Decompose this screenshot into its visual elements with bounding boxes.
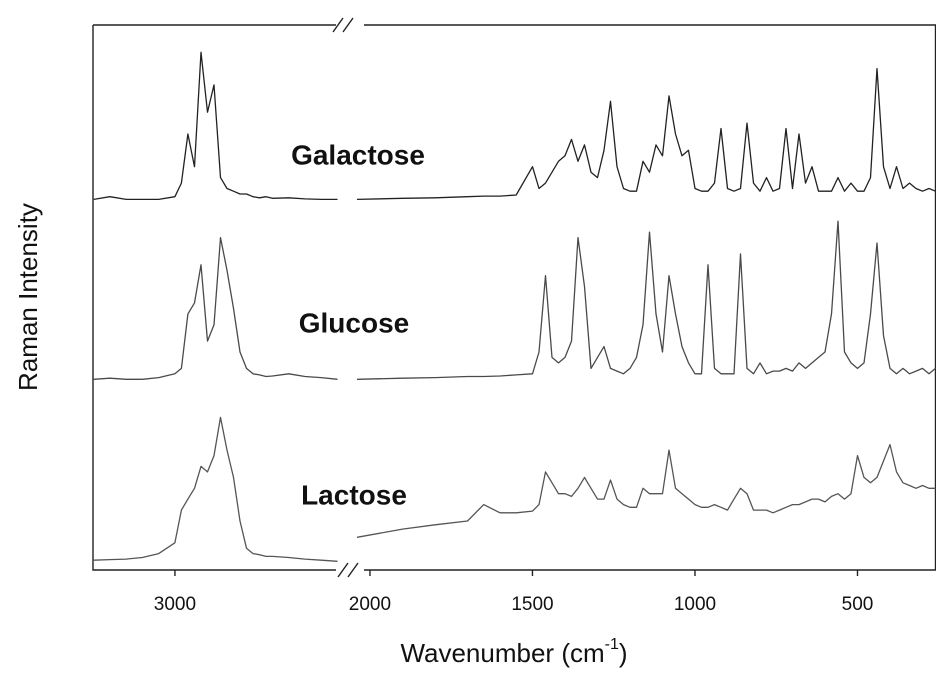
axis-break xyxy=(332,17,359,578)
spectrum-line xyxy=(93,51,936,201)
spectrum-line xyxy=(93,416,936,562)
x-tick-label: 1500 xyxy=(511,594,553,615)
series-label: Lactose xyxy=(301,479,407,510)
series-label: Glucose xyxy=(299,307,409,338)
x-axis-label-sup: -1 xyxy=(605,636,619,653)
x-tick-label: 3000 xyxy=(154,594,196,615)
plot-frame xyxy=(92,24,936,571)
spectrum-line xyxy=(93,220,936,380)
x-tick-label: 2000 xyxy=(349,594,391,615)
x-tick-label: 500 xyxy=(842,594,874,615)
x-axis-label-text: Wavenumber (cm xyxy=(400,638,604,668)
x-axis-label-end: ) xyxy=(619,638,628,668)
x-axis-label: Wavenumber (cm-1) xyxy=(400,636,627,668)
y-axis-label: Raman Intensity xyxy=(13,203,43,391)
x-tick-label: 1000 xyxy=(674,594,716,615)
series-label: Galactose xyxy=(291,139,425,170)
